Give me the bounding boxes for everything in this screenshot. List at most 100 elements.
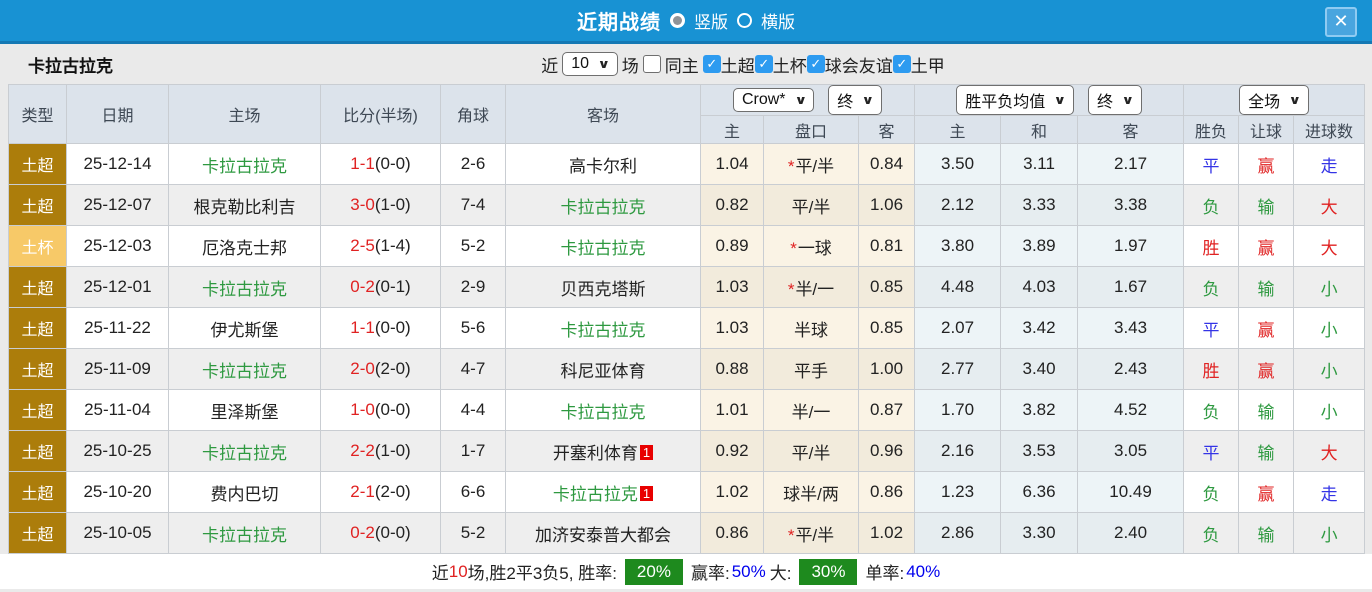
home-team[interactable]: 卡拉古拉克 <box>168 512 321 554</box>
match-rows: 土超 25-12-14 卡拉古拉克 1-1(0-0) 2-6 高卡尔利 1.04 *平/半 0.… <box>8 143 1366 554</box>
scope-select[interactable]: 全场 ∨ <box>1239 85 1309 115</box>
score: 1-0(0-0) <box>320 389 441 431</box>
odds-home: 2.86 <box>914 512 1002 554</box>
vertical-layout-label[interactable]: 竖版 <box>694 13 728 32</box>
ah-home-odds: 1.03 <box>700 266 764 308</box>
away-team[interactable]: 科尼亚体育 <box>505 348 701 390</box>
star-icon: * <box>787 525 795 545</box>
table-row: 土超 25-11-09 卡拉古拉克 2-0(2-0) 4-7 科尼亚体育 0.88 平手 1.0… <box>8 348 1366 390</box>
horizontal-layout-radio[interactable] <box>737 13 752 28</box>
chevron-down-icon: ∨ <box>1288 93 1302 107</box>
score: 1-1(0-0) <box>320 143 441 185</box>
away-team[interactable]: 卡拉古拉克 <box>505 307 701 349</box>
home-team[interactable]: 卡拉古拉克 <box>168 143 321 185</box>
odds-draw: 3.40 <box>1000 348 1079 390</box>
odds-type-select[interactable]: 胜平负均值 ∨ <box>956 85 1075 115</box>
ah-away-odds: 0.85 <box>857 266 916 308</box>
away-team[interactable]: 开塞利体育 1 <box>505 430 701 472</box>
league-friendly-label[interactable]: 球会友谊 <box>824 56 893 76</box>
table-row: 土超 25-12-07 根克勒比利吉 3-0(1-0) 7-4 卡拉古拉克 0.82 平/半 1… <box>8 184 1366 226</box>
same-home-checkbox[interactable] <box>642 55 661 73</box>
goals-result-cell: 小 <box>1293 266 1366 308</box>
home-team[interactable]: 里泽斯堡 <box>168 389 321 431</box>
goals-result-cell: 小 <box>1293 389 1366 431</box>
ah-home-odds: 1.01 <box>700 389 764 431</box>
home-team[interactable]: 卡拉古拉克 <box>168 430 321 472</box>
match-count-select[interactable]: 10 ∨ <box>562 52 618 76</box>
odds-home: 2.07 <box>914 307 1002 349</box>
away-team[interactable]: 卡拉古拉克 <box>505 389 701 431</box>
league-second-label[interactable]: 土甲 <box>910 56 945 76</box>
league-cup-label[interactable]: 土杯 <box>772 56 807 76</box>
league-super-label[interactable]: 土超 <box>720 56 755 76</box>
away-team[interactable]: 高卡尔利 <box>505 143 701 185</box>
match-type-badge: 土杯 <box>8 225 67 267</box>
vertical-layout-radio[interactable] <box>670 13 685 28</box>
odds-draw: 3.89 <box>1000 225 1079 267</box>
odds-win-rate: 50% <box>731 561 766 581</box>
handicap-result-cell: 赢 <box>1238 225 1295 267</box>
summary-near-label: 近 <box>431 564 449 583</box>
result-group-header: 全场 ∨ <box>1183 84 1366 116</box>
away-team[interactable]: 卡拉古拉克 1 <box>505 471 701 513</box>
odds-away: 4.52 <box>1077 389 1185 431</box>
table-row: 土超 25-10-05 卡拉古拉克 0-2(0-0) 5-2 加济安泰普大都会 0.86 *平… <box>8 512 1366 554</box>
filter-bar: 卡拉古拉克 近 10 ∨ 场 同主 ✓ 土超 ✓ 土杯 ✓ 球会友谊 ✓ 土甲 <box>0 44 1372 84</box>
odds-home: 2.77 <box>914 348 1002 390</box>
goals-result-cell: 走 <box>1293 471 1366 513</box>
home-team[interactable]: 厄洛克士邦 <box>168 225 321 267</box>
home-team[interactable]: 伊尤斯堡 <box>168 307 321 349</box>
handicap-result-cell: 赢 <box>1238 143 1295 185</box>
ah-home-odds: 0.92 <box>700 430 764 472</box>
match-type-badge: 土超 <box>8 389 67 431</box>
horizontal-layout-label[interactable]: 横版 <box>761 13 795 32</box>
corners: 2-6 <box>440 143 506 185</box>
handicap-time-select[interactable]: 终 ∨ <box>828 85 883 115</box>
sub-header-ah-home: 主 <box>700 115 764 144</box>
away-team[interactable]: 卡拉古拉克 <box>505 225 701 267</box>
league-second-checkbox[interactable]: ✓ <box>892 55 911 73</box>
away-team[interactable]: 卡拉古拉克 <box>505 184 701 226</box>
table-row: 土超 25-12-14 卡拉古拉克 1-1(0-0) 2-6 高卡尔利 1.04 *平/半 0.… <box>8 143 1366 185</box>
same-home-label[interactable]: 同主 <box>664 56 699 76</box>
handicap-result-cell: 输 <box>1238 512 1295 554</box>
match-date: 25-12-14 <box>66 143 169 185</box>
single-rate: 40% <box>906 561 941 581</box>
odds-draw: 3.30 <box>1000 512 1079 554</box>
odds-time-select[interactable]: 终 ∨ <box>1088 85 1142 115</box>
handicap-group-header: Crow* ∨ 终 ∨ <box>699 84 916 116</box>
star-icon: * <box>787 279 795 299</box>
col-header-corners: 角球 <box>440 84 506 144</box>
away-team[interactable]: 贝西克塔斯 <box>505 266 701 308</box>
corners: 1-7 <box>440 430 506 472</box>
score: 2-2(1-0) <box>320 430 441 472</box>
match-date: 25-10-25 <box>66 430 169 472</box>
corners: 5-2 <box>440 225 506 267</box>
chevron-down-icon: ∨ <box>794 93 807 107</box>
score: 0-2(0-0) <box>320 512 441 554</box>
home-team[interactable]: 根克勒比利吉 <box>168 184 321 226</box>
close-button[interactable]: ✕ <box>1325 7 1357 37</box>
ah-away-odds: 0.84 <box>857 143 916 185</box>
league-super-checkbox[interactable]: ✓ <box>702 55 721 73</box>
goals-result-cell: 大 <box>1293 184 1366 226</box>
match-type-badge: 土超 <box>8 430 67 472</box>
home-team[interactable]: 费内巴切 <box>168 471 321 513</box>
result-cell: 负 <box>1183 266 1240 308</box>
league-friendly-checkbox[interactable]: ✓ <box>806 55 825 73</box>
match-type-badge: 土超 <box>8 512 67 554</box>
odds-away: 1.67 <box>1077 266 1185 308</box>
table-row: 土超 25-11-04 里泽斯堡 1-0(0-0) 4-4 卡拉古拉克 1.01 半/一 0.8… <box>8 389 1366 431</box>
home-team[interactable]: 卡拉古拉克 <box>168 348 321 390</box>
handicap-result-cell: 输 <box>1238 430 1295 472</box>
odds-draw: 3.53 <box>1000 430 1079 472</box>
chevron-down-icon: ∨ <box>1053 93 1067 107</box>
ah-away-odds: 0.87 <box>857 389 916 431</box>
away-team[interactable]: 加济安泰普大都会 <box>505 512 701 554</box>
home-team[interactable]: 卡拉古拉克 <box>168 266 321 308</box>
league-cup-checkbox[interactable]: ✓ <box>754 55 773 73</box>
handicap-result-cell: 赢 <box>1238 348 1295 390</box>
result-cell: 平 <box>1183 143 1240 185</box>
score: 2-1(2-0) <box>320 471 441 513</box>
bookmaker-select[interactable]: Crow* ∨ <box>732 88 815 112</box>
